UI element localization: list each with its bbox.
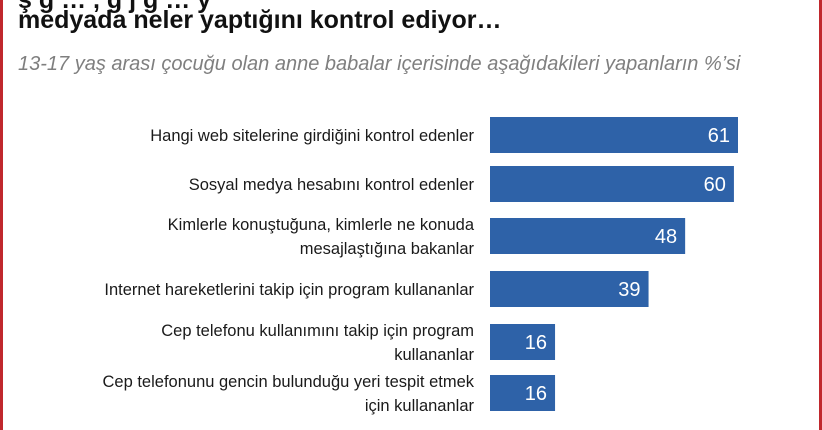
- bar-value-label: 48: [655, 226, 677, 248]
- chart-title: medyada neler yaptığını kontrol ediyor…: [18, 6, 502, 34]
- category-label: Hangi web sitelerine girdiğini kontrol e…: [150, 127, 474, 145]
- bar-0: [490, 117, 738, 153]
- bar-2: [490, 218, 686, 254]
- bar-4: [490, 324, 556, 360]
- bar-value-label: 60: [704, 174, 726, 196]
- category-label: Kimlerle konuştuğuna, kimlerle ne konuda: [168, 216, 475, 234]
- category-label: kullananlar: [394, 346, 474, 364]
- category-label: için kullananlar: [365, 397, 475, 415]
- bar-3: [490, 271, 649, 307]
- category-label: Internet hareketlerini takip için progra…: [104, 281, 474, 299]
- category-label: Cep telefonu kullanımını takip için prog…: [161, 322, 474, 340]
- title-partial: ş g … , g j g … y: [18, 0, 212, 14]
- bar-value-label: 61: [708, 125, 730, 147]
- bar-value-label: 16: [525, 332, 547, 354]
- bar-value-label: 16: [525, 383, 547, 405]
- bar-value-label: 39: [618, 279, 640, 301]
- chart-subtitle: 13-17 yaş arası çocuğu olan anne babalar…: [18, 53, 741, 75]
- category-label: Sosyal medya hesabını kontrol edenler: [189, 176, 475, 194]
- bar-5: [490, 375, 556, 411]
- category-label: Cep telefonunu gencin bulunduğu yeri tes…: [103, 373, 475, 391]
- bar-1: [490, 166, 734, 202]
- category-label: mesajlaştığına bakanlar: [300, 240, 475, 258]
